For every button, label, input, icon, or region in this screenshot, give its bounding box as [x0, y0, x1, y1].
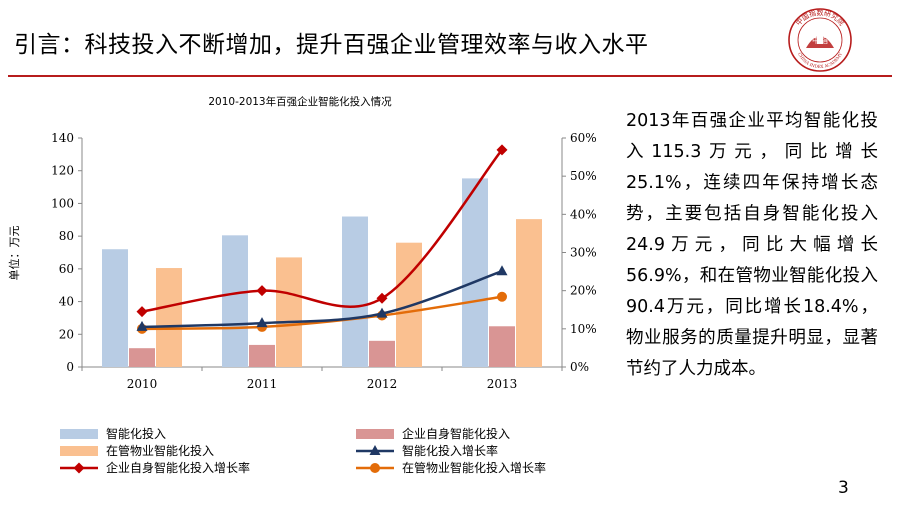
series-point [496, 265, 508, 276]
legend-marker [73, 462, 85, 474]
bar [276, 257, 302, 367]
legend-label: 企业自身智能化投入增长率 [106, 460, 250, 475]
bar [222, 235, 248, 367]
y-tick-label: 40 [59, 295, 74, 309]
x-tick-label: 2010 [127, 377, 158, 391]
series-line [141, 295, 503, 331]
slide-title: 引言：科技投入不断增加，提升百强企业管理效率与收入水平 [14, 32, 649, 58]
bar [462, 178, 488, 367]
bar [249, 344, 275, 367]
y-tick-label: 0 [66, 360, 74, 374]
y2-tick-label: 0% [570, 360, 589, 374]
series-point [376, 307, 388, 318]
series-point [256, 285, 268, 297]
y2-tick-label: 10% [570, 322, 597, 336]
y2-tick-label: 30% [570, 246, 597, 260]
bar [129, 348, 155, 367]
legend-label: 企业自身智能化投入 [402, 426, 510, 441]
y2-tick-label: 50% [570, 169, 597, 183]
legend-label: 在管物业智能化投入增长率 [402, 460, 546, 475]
legend-label: 在管物业智能化投入 [106, 443, 214, 458]
legend-swatch [356, 429, 394, 439]
legend-swatch [60, 429, 98, 439]
legend-marker [369, 445, 381, 455]
logo-center-text: 中指 [812, 35, 828, 45]
x-tick-label: 2011 [247, 377, 278, 391]
y-tick-label: 120 [51, 164, 74, 178]
summary-text: 2013年百强企业平均智能化投入115.3万元，同比增长25.1%，连续四年保持… [626, 111, 878, 379]
y2-tick-label: 20% [570, 284, 597, 298]
series-point [497, 291, 507, 302]
page-number: 3 [838, 478, 849, 498]
y-tick-label: 80 [59, 229, 74, 243]
bar [369, 340, 395, 367]
bar [342, 216, 368, 367]
x-tick-label: 2013 [487, 377, 518, 391]
china-index-academy-logo: 中国指数研究院 CHINA INDEX ACADEMY 中指 [784, 6, 856, 78]
chart-svg: 2010-2013年百强企业智能化投入情况 单位：万元 0 20 40 60 80 100… [7, 95, 597, 475]
legend-marker [370, 463, 380, 473]
y2-tick-label: 40% [570, 207, 597, 221]
bar [102, 249, 128, 367]
x-tick-label: 2012 [367, 377, 398, 391]
title-divider [8, 75, 892, 77]
legend-swatch [60, 446, 98, 456]
y-tick-label: 60 [59, 262, 74, 276]
y-tick-label: 140 [51, 131, 74, 145]
series-point [136, 320, 148, 331]
y2-tick-label: 60% [570, 131, 597, 145]
legend-label: 智能化投入增长率 [402, 443, 498, 458]
series-line [141, 270, 503, 329]
bar [156, 268, 182, 367]
bar [516, 219, 542, 367]
series-point [136, 306, 148, 318]
y-tick-label: 20 [59, 327, 74, 341]
series-point [376, 292, 388, 304]
series-line [141, 149, 503, 313]
plot-area: 0 20 40 60 80 100 120 140 0% 10% 20% 30% 40% 50% 60% 20… [51, 131, 597, 391]
bar [489, 326, 515, 367]
chart-title: 2010-2013年百强企业智能化投入情况 [208, 95, 392, 108]
y-axis-label: 单位：万元 [7, 226, 21, 281]
investment-chart: 2010-2013年百强企业智能化投入情况 单位：万元 0 20 40 60 80 100… [0, 88, 620, 488]
y-tick-label: 100 [51, 196, 74, 210]
series-point [256, 317, 268, 328]
legend-label: 智能化投入 [106, 426, 166, 441]
series-point [496, 144, 508, 156]
